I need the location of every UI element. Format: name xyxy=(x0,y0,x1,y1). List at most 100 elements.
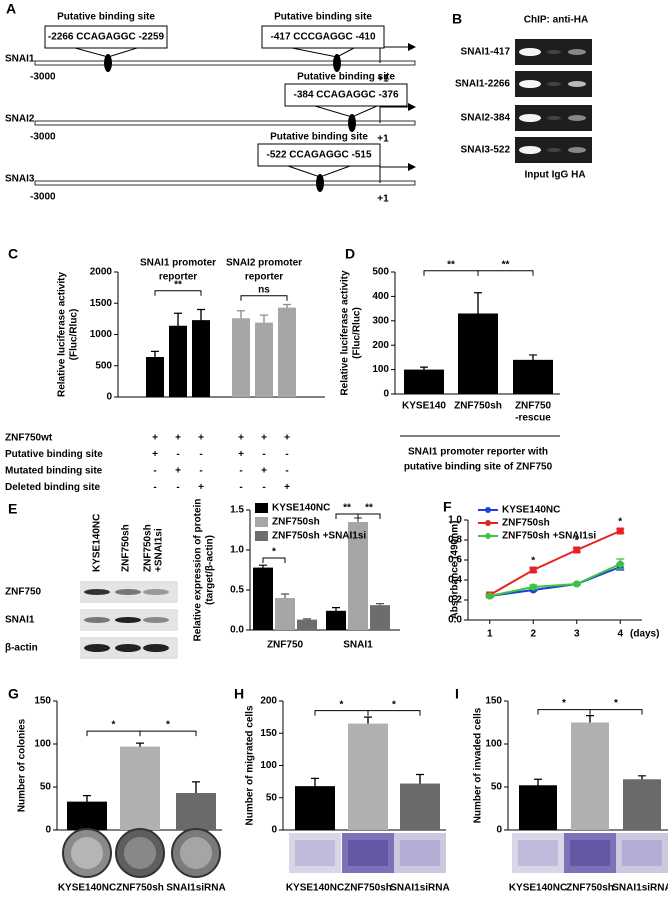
condition-mark: - xyxy=(239,466,242,477)
panel-label: G xyxy=(8,686,19,702)
x-axis-label: putative binding site of ZNF750 xyxy=(404,462,553,473)
y-tick-label: 50 xyxy=(266,792,278,803)
y-axis-label: Absorbance (490nm) xyxy=(450,521,461,620)
colony-dish-inner xyxy=(124,837,156,869)
x-tick-label: ZNF750sh xyxy=(344,883,392,894)
group-title: reporter xyxy=(245,272,283,283)
y-tick-label: 200 xyxy=(260,696,277,707)
x-axis-label: (days) xyxy=(630,629,659,640)
site-box xyxy=(257,143,381,167)
significance-bracket xyxy=(314,710,369,716)
significance-label: * xyxy=(166,720,170,731)
blot-row-label: SNAI3-522 xyxy=(461,145,511,156)
gene-start: -3000 xyxy=(30,132,56,143)
significance-bracket xyxy=(357,513,381,519)
arrow-head xyxy=(408,103,416,111)
y-tick-label: 1500 xyxy=(90,298,113,309)
y-tick-label: 0.6 xyxy=(448,555,462,566)
site-marker xyxy=(316,174,324,192)
bar xyxy=(297,619,317,630)
bar xyxy=(623,779,661,830)
bar xyxy=(295,786,335,830)
condition-mark: + xyxy=(175,433,181,444)
point xyxy=(616,527,624,535)
y-tick-label: 0.0 xyxy=(230,625,244,636)
gene-start: -3000 xyxy=(30,192,56,203)
legend-label: KYSE140NC xyxy=(502,505,560,516)
condition-mark: - xyxy=(153,466,156,477)
y-axis-label: (Fluc/Rluc) xyxy=(352,307,363,359)
band xyxy=(568,81,586,87)
y-tick-label: 0 xyxy=(45,825,51,836)
site-box xyxy=(44,25,168,49)
y-axis-label: Number of migrated cells xyxy=(245,705,256,825)
x-tick-label: KYSE140 xyxy=(402,401,446,412)
lane-label: ZNF750sh xyxy=(143,524,154,572)
band xyxy=(115,617,141,623)
legend-marker xyxy=(485,520,491,526)
y-tick-label: 100 xyxy=(34,739,51,750)
condition-mark: + xyxy=(238,433,244,444)
site-marker xyxy=(104,54,112,72)
significance-bracket xyxy=(240,295,288,301)
condition-mark: + xyxy=(284,482,290,493)
legend-marker xyxy=(485,533,491,539)
band xyxy=(568,147,586,153)
y-tick-label: 0 xyxy=(106,392,112,403)
band xyxy=(143,589,169,595)
blot-row-label: β-actin xyxy=(5,643,38,654)
y-axis-label: Relative expression of protein xyxy=(193,499,204,642)
point xyxy=(529,566,537,574)
significance-label: * xyxy=(618,517,622,528)
legend-swatch xyxy=(255,531,268,541)
bar xyxy=(253,567,273,630)
x-tick-label: ZNF750 xyxy=(515,401,552,412)
condition-mark: + xyxy=(152,433,158,444)
condition-mark: + xyxy=(175,466,181,477)
significance-label: * xyxy=(562,698,566,709)
bar xyxy=(176,793,216,830)
bar xyxy=(255,322,273,397)
x-tick-label: ZNF750 xyxy=(267,640,304,651)
condition-mark: - xyxy=(285,449,288,460)
bar xyxy=(278,307,296,397)
y-tick-label: 1.0 xyxy=(448,515,462,526)
x-tick-label: KYSE140NC xyxy=(286,883,344,894)
site-title: Putative binding site xyxy=(270,132,368,143)
condition-mark: - xyxy=(285,466,288,477)
significance-bracket xyxy=(154,290,202,296)
significance-bracket xyxy=(262,557,286,563)
cell-image-stain xyxy=(295,840,335,866)
series-line xyxy=(489,566,621,597)
band xyxy=(547,116,561,120)
significance-bracket xyxy=(423,270,479,276)
significance-label: * xyxy=(531,556,535,567)
series-line xyxy=(489,530,621,596)
x-tick-label: 2 xyxy=(530,629,536,640)
bar xyxy=(192,320,210,397)
point xyxy=(573,580,581,588)
x-tick-label: SNAI1siRNA xyxy=(166,883,225,894)
condition-mark: + xyxy=(261,466,267,477)
x-tick-label: ZNF750sh xyxy=(454,401,502,412)
blot-row-label: SNAI1 xyxy=(5,615,35,626)
site-sequence: -417 CCCGAGGC -410 xyxy=(270,32,375,43)
y-tick-label: 150 xyxy=(260,728,277,739)
y-tick-label: 100 xyxy=(485,739,502,750)
condition-mark: + xyxy=(261,433,267,444)
condition-mark: + xyxy=(152,449,158,460)
bar xyxy=(370,605,390,630)
significance-label: * xyxy=(575,536,579,547)
significance-label: ** xyxy=(365,503,373,514)
gene-tss: +1 xyxy=(377,74,389,85)
bar xyxy=(169,325,187,397)
panel-label: F xyxy=(443,499,452,515)
lane-label: +SNAI1si xyxy=(154,528,165,572)
x-tick-label: KYSE140NC xyxy=(509,883,567,894)
x-tick-label: 1 xyxy=(487,629,493,640)
y-tick-label: 0 xyxy=(383,389,389,400)
bar xyxy=(348,522,368,630)
band xyxy=(547,148,561,152)
legend-label: ZNF750sh +SNAI1si xyxy=(502,531,596,542)
